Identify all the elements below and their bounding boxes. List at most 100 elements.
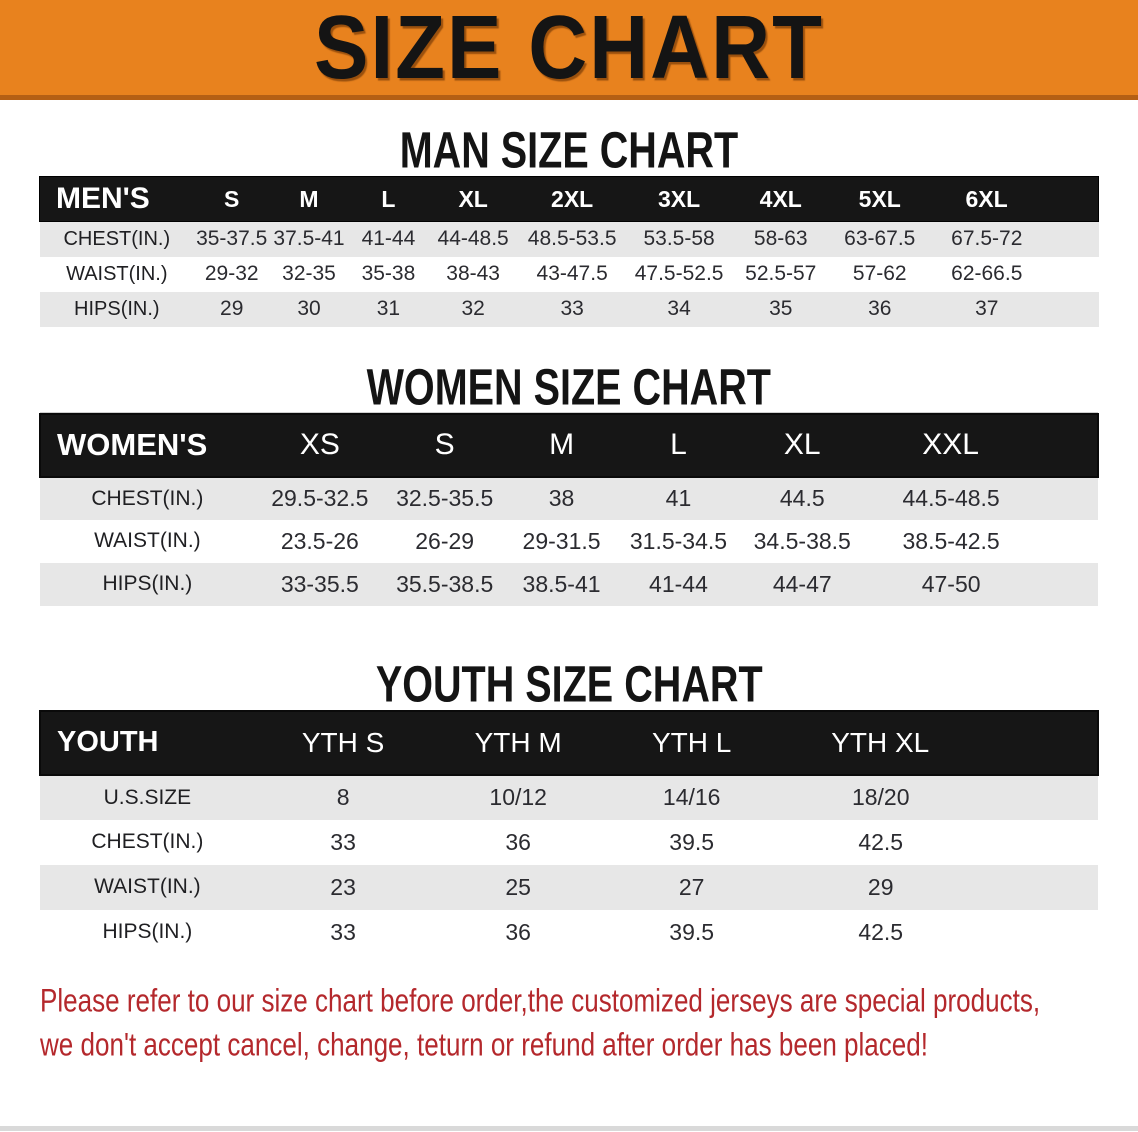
size-value: 29-32 bbox=[204, 262, 259, 285]
table-row: WAIST(IN.) 29-32 32-35 35-38 38-43 43-47… bbox=[39, 256, 1099, 292]
size-value: 48.5-53.5 bbox=[527, 227, 617, 251]
size-value: 25 bbox=[505, 873, 531, 900]
size-value: 33-35.5 bbox=[280, 570, 359, 597]
table-row: HIPS(IN.) 33-35.5 35.5-38.5 38.5-41 41-4… bbox=[40, 562, 1098, 606]
women-section-heading: WOMEN SIZE CHART bbox=[0, 359, 1138, 416]
row-label: HIPS(IN.) bbox=[102, 920, 193, 943]
women-size-col: M bbox=[549, 428, 575, 461]
size-value: 31.5-34.5 bbox=[629, 527, 728, 554]
size-value: 63-67.5 bbox=[844, 227, 916, 251]
women-size-col: XS bbox=[299, 428, 340, 461]
men-size-col: 3XL bbox=[658, 185, 701, 212]
size-value: 39.5 bbox=[669, 828, 715, 855]
size-value: 29 bbox=[220, 297, 244, 320]
size-value: 35 bbox=[769, 297, 793, 320]
size-value: 67.5-72 bbox=[951, 227, 1023, 251]
table-row: CHEST(IN.) 29.5-32.5 32.5-35.5 38 41 44.… bbox=[40, 476, 1098, 520]
size-value: 18/20 bbox=[851, 784, 910, 810]
men-size-col: S bbox=[224, 185, 240, 212]
size-value: 33 bbox=[560, 297, 584, 320]
table-row: U.S.SIZE 8 10/12 14/16 18/20 bbox=[40, 774, 1098, 820]
size-value: 26-29 bbox=[415, 527, 475, 554]
size-value: 44.5-48.5 bbox=[902, 485, 1000, 511]
size-value: 36 bbox=[505, 828, 531, 855]
banner: SIZE CHART bbox=[0, 0, 1138, 100]
size-value: 41-44 bbox=[649, 570, 708, 597]
size-value: 35.5-38.5 bbox=[396, 570, 494, 597]
youth-size-col: YTH XL bbox=[831, 726, 930, 758]
table-row: CHEST(IN.) 35-37.5 37.5-41 41-44 44-48.5… bbox=[39, 221, 1099, 257]
table-row: HIPS(IN.) 33 36 39.5 42.5 bbox=[40, 909, 1098, 955]
size-value: 30 bbox=[297, 297, 321, 320]
women-size-col: XL bbox=[783, 428, 821, 461]
row-label: U.S.SIZE bbox=[103, 785, 192, 809]
size-value: 23.5-26 bbox=[280, 527, 359, 554]
youth-heading-text: YOUTH SIZE CHART bbox=[375, 656, 763, 713]
size-value: 37.5-41 bbox=[273, 227, 345, 251]
size-value: 38-43 bbox=[446, 262, 500, 285]
size-value: 36 bbox=[868, 297, 892, 320]
size-value: 35-37.5 bbox=[196, 227, 268, 251]
row-label: WAIST(IN.) bbox=[94, 529, 201, 552]
size-value: 37 bbox=[975, 297, 999, 320]
size-value: 41-44 bbox=[361, 227, 416, 251]
men-size-col: 2XL bbox=[551, 185, 594, 212]
table-row: WAIST(IN.) 23.5-26 26-29 29-31.5 31.5-34… bbox=[40, 519, 1098, 563]
row-label: HIPS(IN.) bbox=[102, 572, 193, 595]
men-size-col: M bbox=[299, 185, 319, 212]
youth-header-row: YOUTH YTH S YTH M YTH L YTH XL bbox=[40, 710, 1098, 775]
size-value: 52.5-57 bbox=[745, 262, 817, 285]
size-value: 32.5-35.5 bbox=[396, 485, 494, 511]
men-size-table: MEN'S S M L XL 2XL 3XL 4XL 5XL 6XL CHEST… bbox=[39, 176, 1099, 327]
bottom-strip bbox=[0, 1126, 1138, 1131]
table-row: WAIST(IN.) 23 25 27 29 bbox=[40, 864, 1098, 910]
men-group-label: MEN'S bbox=[56, 182, 150, 215]
youth-size-col: YTH L bbox=[652, 726, 732, 758]
men-heading-text: MAN SIZE CHART bbox=[399, 122, 739, 180]
row-label: HIPS(IN.) bbox=[74, 297, 160, 320]
size-value: 14/16 bbox=[662, 784, 721, 810]
size-value: 36 bbox=[505, 918, 531, 945]
row-label: CHEST(IN.) bbox=[91, 830, 204, 853]
disclaimer: Please refer to our size chart before or… bbox=[40, 979, 1138, 1067]
row-label: CHEST(IN.) bbox=[63, 227, 171, 250]
size-value: 38 bbox=[548, 485, 575, 511]
size-value: 33 bbox=[330, 828, 356, 855]
youth-size-table: YOUTH YTH S YTH M YTH L YTH XL U.S.SIZE … bbox=[39, 710, 1099, 955]
size-value: 35-38 bbox=[361, 262, 416, 285]
page-title: SIZE CHART bbox=[314, 0, 824, 97]
table-row: CHEST(IN.) 33 36 39.5 42.5 bbox=[40, 819, 1098, 865]
size-value: 47-50 bbox=[921, 570, 981, 597]
row-label: CHEST(IN.) bbox=[91, 486, 204, 510]
row-label: WAIST(IN.) bbox=[66, 262, 168, 285]
row-label: WAIST(IN.) bbox=[94, 875, 201, 898]
size-value: 38.5-41 bbox=[522, 570, 601, 597]
size-value: 42.5 bbox=[858, 918, 904, 945]
men-size-col: 6XL bbox=[965, 185, 1008, 212]
size-value: 42.5 bbox=[858, 828, 904, 855]
women-header-row: WOMEN'S XS S M L XL XXL bbox=[40, 413, 1098, 477]
size-value: 44-48.5 bbox=[437, 227, 509, 251]
youth-size-col: YTH S bbox=[301, 726, 385, 758]
size-value: 34 bbox=[667, 297, 691, 320]
size-value: 39.5 bbox=[669, 918, 715, 945]
size-value: 29.5-32.5 bbox=[271, 485, 369, 511]
size-value: 57-62 bbox=[852, 262, 907, 285]
size-value: 23 bbox=[330, 873, 356, 900]
youth-section-heading: YOUTH SIZE CHART bbox=[0, 656, 1138, 713]
men-size-col: 4XL bbox=[759, 185, 802, 212]
size-value: 34.5-38.5 bbox=[753, 527, 851, 554]
size-value: 44.5 bbox=[779, 485, 825, 511]
men-section-heading: MAN SIZE CHART bbox=[0, 123, 1138, 180]
size-value: 29 bbox=[867, 873, 894, 900]
disclaimer-line-1: Please refer to our size chart before or… bbox=[40, 981, 1041, 1019]
size-value: 31 bbox=[376, 297, 401, 320]
size-value: 10/12 bbox=[489, 784, 547, 810]
men-header-row: MEN'S S M L XL 2XL 3XL 4XL 5XL 6XL bbox=[39, 176, 1099, 222]
size-value: 53.5-58 bbox=[643, 227, 715, 251]
size-value: 33 bbox=[330, 918, 356, 945]
women-size-col: XXL bbox=[922, 428, 979, 461]
size-value: 43-47.5 bbox=[536, 262, 608, 285]
size-value: 32-35 bbox=[282, 262, 336, 285]
